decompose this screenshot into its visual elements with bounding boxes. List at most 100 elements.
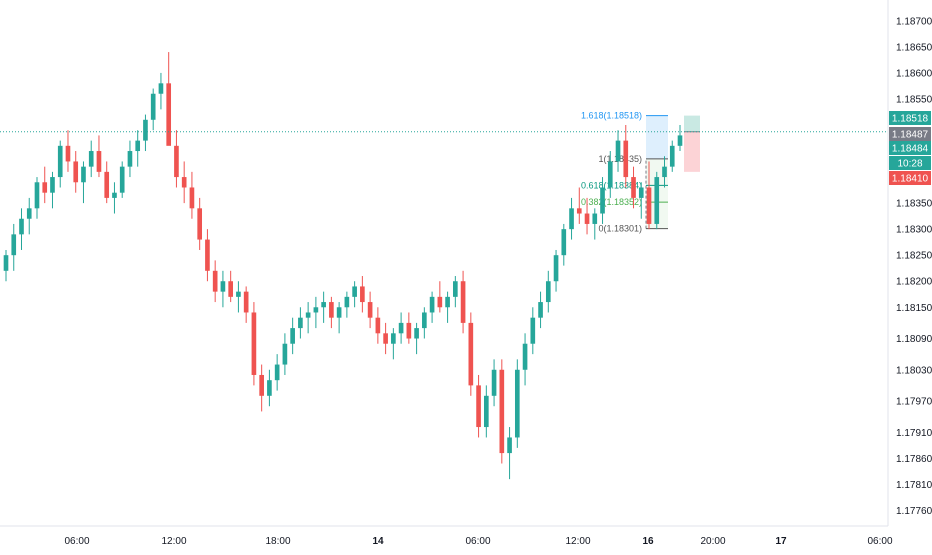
candle xyxy=(166,52,172,146)
fib-level-label: 0(1.18301) xyxy=(598,224,642,234)
y-tick-label: 1.17970 xyxy=(896,397,932,408)
candle xyxy=(181,161,187,204)
x-tick-label: 06:00 xyxy=(465,536,490,547)
candle-body xyxy=(119,166,125,193)
candle xyxy=(623,124,629,188)
candle xyxy=(507,427,512,480)
candle-body xyxy=(174,145,179,178)
y-tick-label: 1.18250 xyxy=(896,251,932,262)
x-tick-label: 06:00 xyxy=(64,536,89,547)
y-tick-label: 1.18550 xyxy=(896,94,932,105)
candle-body xyxy=(360,286,365,303)
candle xyxy=(298,307,303,339)
candle xyxy=(561,223,567,266)
candle xyxy=(135,130,141,167)
price-marker-badge: 1.18487 xyxy=(889,127,931,141)
candle xyxy=(530,307,536,355)
candle-body xyxy=(530,317,536,344)
candle-body xyxy=(406,322,412,339)
candle xyxy=(143,114,148,152)
position-target-zone xyxy=(684,115,700,132)
candle-body xyxy=(96,151,102,172)
candle-body xyxy=(553,255,559,282)
candle-body xyxy=(104,171,110,198)
candle-body xyxy=(453,281,458,297)
candle-body xyxy=(189,187,195,209)
candle xyxy=(282,333,288,375)
candle xyxy=(569,197,574,240)
candle xyxy=(34,177,40,219)
candle xyxy=(174,130,179,188)
candle xyxy=(545,270,551,313)
price-marker-badge: 1.18410 xyxy=(889,171,931,185)
y-tick-label: 1.17760 xyxy=(896,506,932,517)
candle xyxy=(88,140,94,178)
x-tick-label: 16 xyxy=(642,536,654,547)
candle xyxy=(360,276,365,313)
candle-body xyxy=(205,239,210,271)
candle xyxy=(104,161,110,204)
candle xyxy=(375,307,381,344)
candle xyxy=(615,130,621,172)
candle-body xyxy=(19,218,24,235)
candle xyxy=(220,270,226,308)
candle xyxy=(460,270,466,334)
candle-body xyxy=(631,177,636,198)
candle-body xyxy=(344,296,350,308)
candle xyxy=(205,229,210,282)
candle xyxy=(646,161,652,230)
candle-body xyxy=(483,395,489,428)
candle-body xyxy=(236,291,241,297)
candle-body xyxy=(267,380,272,396)
x-tick-label: 12:00 xyxy=(161,536,186,547)
price-marker-bg xyxy=(889,127,931,141)
candle-body xyxy=(313,307,319,313)
x-tick-label: 20:00 xyxy=(700,536,725,547)
y-axis[interactable]: 1.18700 1.18650 1.18600 1.18550 1.18350 1.183… xyxy=(889,16,932,517)
y-tick-label: 1.18150 xyxy=(896,303,932,314)
candle xyxy=(352,281,357,308)
candle xyxy=(437,281,443,313)
candle xyxy=(313,296,319,329)
candle xyxy=(383,322,388,355)
candle-body xyxy=(445,296,450,308)
candle xyxy=(391,328,396,360)
candle xyxy=(290,317,295,355)
candle-body xyxy=(228,281,233,297)
candle-body xyxy=(677,135,683,146)
candle xyxy=(228,270,233,303)
candle xyxy=(251,302,257,386)
candle-body xyxy=(88,151,94,167)
candle xyxy=(243,286,249,323)
candle-body xyxy=(305,312,311,318)
candle xyxy=(119,161,125,198)
candle-body xyxy=(274,364,280,381)
candle xyxy=(3,249,9,282)
price-marker-bg xyxy=(889,141,931,155)
candle xyxy=(329,296,334,329)
x-tick-label: 12:00 xyxy=(565,536,590,547)
x-tick-label: 18:00 xyxy=(265,536,290,547)
candle-body xyxy=(662,166,667,178)
candle xyxy=(445,291,450,323)
price-marker-label: 10:28 xyxy=(897,159,922,170)
candle-body xyxy=(212,270,218,292)
candle xyxy=(631,166,636,209)
x-axis[interactable]: 06:00 12:00 18:00 14 06:00 12:00 16 20:00 17 06:0… xyxy=(0,0,893,547)
candle-body xyxy=(507,437,512,454)
candle-body xyxy=(592,213,598,224)
candle xyxy=(50,171,55,209)
candle-body xyxy=(491,369,497,396)
y-tick-label: 1.18200 xyxy=(896,277,932,288)
candle xyxy=(73,151,79,193)
candle-body xyxy=(127,151,133,167)
candle-body xyxy=(468,322,474,386)
candle-body xyxy=(143,119,148,141)
x-tick-label: 06:00 xyxy=(867,536,892,547)
candle-body xyxy=(290,328,295,344)
candle-body xyxy=(42,182,48,193)
y-tick-label: 1.17910 xyxy=(896,428,932,439)
